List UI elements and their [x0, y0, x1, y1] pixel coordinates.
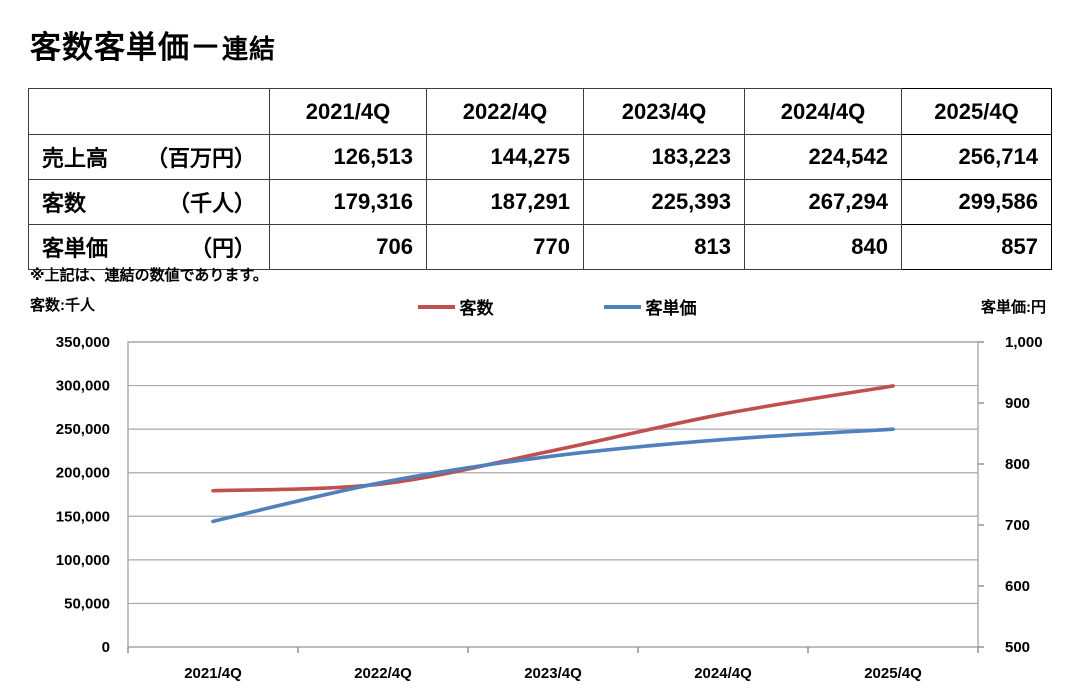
legend-line-swatch: [417, 304, 455, 309]
x-axis-tick-label: 2025/4Q: [864, 665, 922, 682]
legend-label: 客数: [459, 299, 494, 318]
row-label: 客数: [42, 191, 87, 216]
value-cell: 256,714: [901, 134, 1052, 180]
right-axis-tick-label: 900: [1005, 395, 1030, 412]
right-axis-tick-label: 1,000: [1005, 334, 1043, 351]
right-axis-caption: 客単価:円: [981, 299, 1046, 316]
left-axis-caption: 客数:千人: [30, 297, 95, 314]
right-axis-tick-label: 500: [1005, 639, 1030, 656]
left-axis-tick-label: 200,000: [56, 465, 110, 482]
left-axis-labels: 0 50,000 100,000 150,000 200,000 250,000 300,0…: [56, 334, 110, 656]
x-axis-ticks: [127, 647, 979, 653]
value-cell: 183,223: [583, 134, 745, 180]
table-col-header-2024-4Q: 2024/4Q: [744, 88, 902, 135]
row-unit: （円）: [189, 236, 256, 261]
table-corner-cell: [28, 88, 270, 135]
data-table: 2021/4Q 2022/4Q 2023/4Q 2024/4Q 2025/4Q 売上高 （…: [28, 88, 1052, 270]
table-row: 客単価 （円） 706 770 813 840 857: [28, 224, 1052, 270]
table-head: 2021/4Q 2022/4Q 2023/4Q 2024/4Q 2025/4Q: [28, 88, 1052, 135]
value-cell: 770: [426, 224, 584, 270]
plot-border: [127, 341, 979, 648]
row-label: 客単価: [42, 236, 109, 261]
value-cell: 857: [901, 224, 1052, 270]
page-title-sub: 連結: [222, 34, 277, 64]
right-axis-ticks: [978, 341, 984, 648]
left-axis-tick-label: 50,000: [64, 595, 110, 612]
gridlines: [128, 341, 978, 648]
value-cell: 299,586: [901, 179, 1052, 225]
value-cell: 144,275: [426, 134, 584, 180]
customers-line: [211, 384, 895, 493]
table-body: 売上高 （百万円） 126,513 144,275 183,223 224,542 256,…: [28, 134, 1052, 270]
legend-item: 客単価: [603, 294, 697, 319]
legend-label: 客単価: [645, 299, 697, 318]
row-label-cell: 客数 （千人）: [28, 179, 270, 225]
x-axis-tick-label: 2024/4Q: [694, 665, 752, 682]
table-col-header-2025-4Q: 2025/4Q: [901, 88, 1052, 135]
x-axis-tick-label: 2021/4Q: [184, 665, 242, 682]
table-header-row: 2021/4Q 2022/4Q 2023/4Q 2024/4Q 2025/4Q: [28, 88, 1052, 135]
row-label: 売上高: [42, 146, 109, 171]
value-cell: 840: [744, 224, 902, 270]
value-cell: 187,291: [426, 179, 584, 225]
table-col-header-2022-4Q: 2022/4Q: [426, 88, 584, 135]
x-axis-tick-label: 2023/4Q: [524, 665, 582, 682]
value-cell: 706: [269, 224, 427, 270]
right-axis-tick-label: 800: [1005, 456, 1030, 473]
line-chart: 0 50,000 100,000 150,000 200,000 250,000 300,0…: [56, 334, 1043, 682]
row-unit: （百万円）: [145, 146, 256, 171]
unit-price-line: [211, 427, 895, 524]
left-axis-tick-label: 0: [102, 639, 110, 656]
right-axis-tick-label: 600: [1005, 578, 1030, 595]
value-cell: 267,294: [744, 179, 902, 225]
table-row: 客数 （千人） 179,316 187,291 225,393 267,294 299,58…: [28, 179, 1052, 225]
left-axis-tick-label: 300,000: [56, 378, 110, 395]
page-title: 客数客単価－連結: [30, 22, 276, 67]
row-label-cell: 売上高 （百万円）: [28, 134, 270, 180]
value-cell: 225,393: [583, 179, 745, 225]
chart-legend: 客数 客単価: [17, 294, 1080, 319]
table-col-header-2021-4Q: 2021/4Q: [269, 88, 427, 135]
page-title-main: 客数客単価－: [30, 30, 222, 65]
row-unit: （千人）: [167, 191, 256, 216]
table-row: 売上高 （百万円） 126,513 144,275 183,223 224,542 256,…: [28, 134, 1052, 180]
x-axis-labels: 2021/4Q 2022/4Q 2023/4Q 2024/4Q 2025/4Q: [184, 665, 922, 682]
right-axis-labels: 500 600 700 800 900 1,000: [1005, 334, 1043, 656]
legend-line-swatch: [603, 304, 641, 309]
legend-item: 客数: [417, 294, 494, 319]
row-label-cell: 客単価 （円）: [28, 224, 270, 270]
value-cell: 179,316: [269, 179, 427, 225]
value-cell: 813: [583, 224, 745, 270]
table-col-header-2023-4Q: 2023/4Q: [583, 88, 745, 135]
left-axis-tick-label: 100,000: [56, 552, 110, 569]
value-cell: 126,513: [269, 134, 427, 180]
x-axis-tick-label: 2022/4Q: [354, 665, 412, 682]
left-axis-tick-label: 150,000: [56, 508, 110, 525]
value-cell: 224,542: [744, 134, 902, 180]
left-axis-tick-label: 250,000: [56, 421, 110, 438]
left-axis-tick-label: 350,000: [56, 334, 110, 351]
footnote: ※上記は、連結の数値であります。: [30, 267, 268, 284]
right-axis-tick-label: 700: [1005, 517, 1030, 534]
